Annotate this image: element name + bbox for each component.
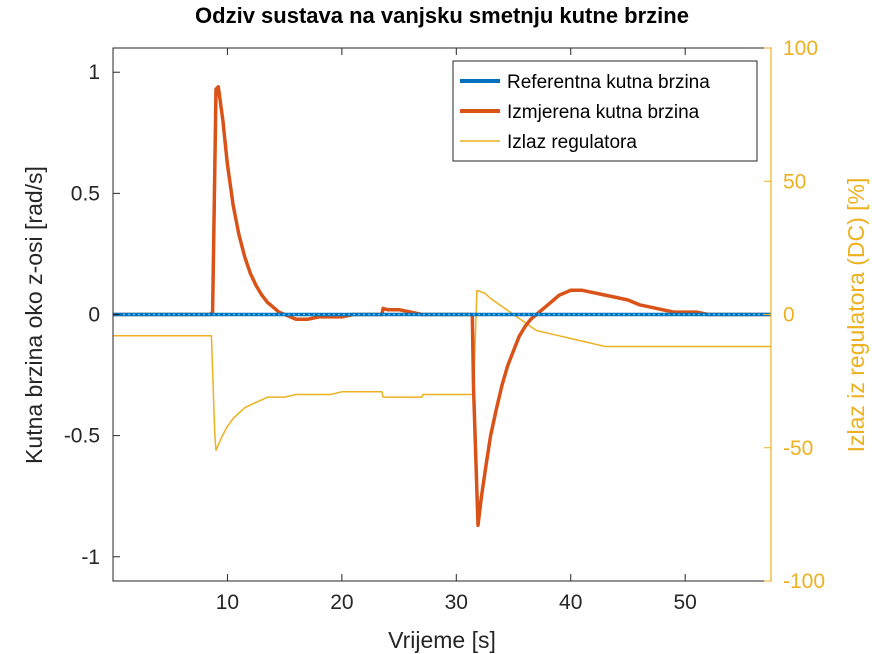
x-tick-label: 30 (445, 591, 468, 614)
series-line-2 (113, 289, 771, 452)
x-tick-label: 10 (216, 591, 239, 614)
y-axis-ticks: -1 -0.5 0 0.5 1 (64, 61, 120, 569)
y-right-tick-label: 100 (783, 37, 818, 60)
y-right-tick-label: -50 (783, 437, 813, 460)
y-right-tick-label: -100 (783, 570, 825, 593)
legend-label-controller: Izlaz regulatora (507, 132, 637, 153)
y-axis-label: Kutna brzina oko z-osi [rad/s] (21, 166, 47, 464)
x-tick-label: 50 (673, 591, 696, 614)
series-line-1 (113, 85, 771, 528)
x-tick-label: 20 (330, 591, 353, 614)
x-axis-ticks: 10 20 30 40 50 (216, 48, 697, 614)
y-axis-right-ticks: -100 -50 0 50 100 (764, 37, 825, 593)
legend: Referentna kutna brzina Izmjerena kutna … (452, 60, 758, 162)
legend-label-measured: Izmjerena kutna brzina (507, 102, 700, 123)
y-tick-label: -1 (81, 546, 100, 569)
plot-lines (113, 85, 771, 528)
x-axis-label: Vrijeme [s] (388, 627, 496, 653)
chart-title: Odziv sustava na vanjsku smetnju kutne b… (195, 3, 689, 28)
y-right-tick-label: 0 (783, 304, 795, 327)
x-tick-label: 40 (559, 591, 582, 614)
y-tick-label: 0.5 (71, 182, 100, 205)
y-right-tick-label: 50 (783, 170, 806, 193)
legend-label-reference: Referentna kutna brzina (507, 72, 710, 93)
y-tick-label: -0.5 (64, 425, 100, 448)
legend-box (452, 60, 758, 162)
y-tick-label: 0 (88, 304, 100, 327)
y-tick-label: 1 (88, 61, 100, 84)
y-axis-right-label: Izlaz iz regulatora (DC) [%] (843, 178, 869, 453)
